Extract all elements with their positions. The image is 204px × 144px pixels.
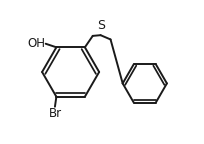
- Text: OH: OH: [27, 37, 45, 50]
- Text: S: S: [97, 19, 105, 32]
- Text: Br: Br: [48, 107, 61, 120]
